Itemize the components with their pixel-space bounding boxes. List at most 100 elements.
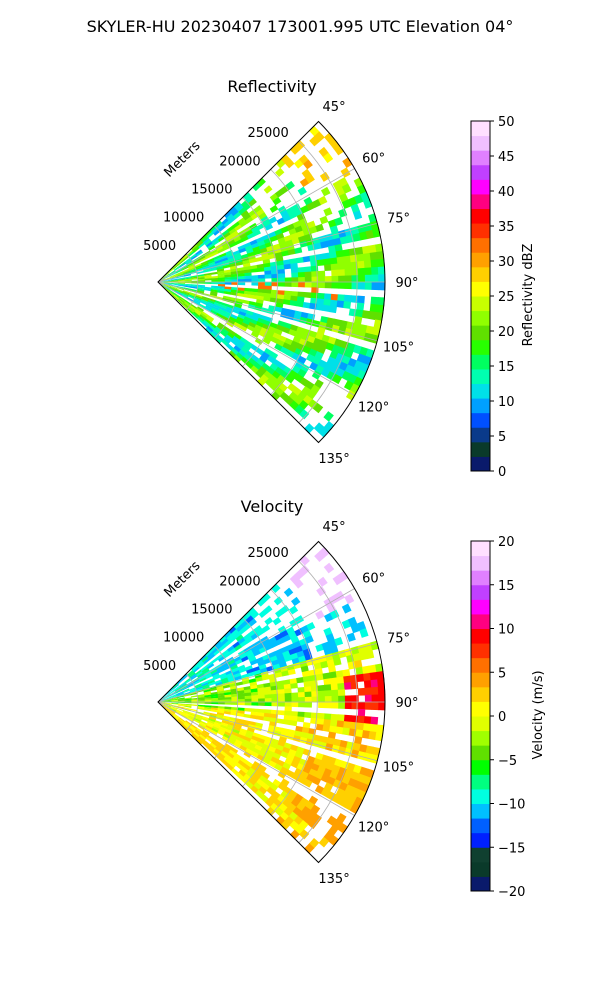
sector-cell [237, 276, 246, 280]
sector-cell [177, 286, 185, 289]
sector-cell [221, 229, 230, 236]
sector-cell [252, 649, 261, 657]
sector-cell [317, 576, 328, 587]
sector-cell [278, 383, 288, 393]
sector-cell [208, 681, 216, 686]
sector-cell [236, 204, 245, 213]
colorbar-segment [471, 427, 490, 443]
sector-cell [221, 759, 229, 767]
sector-cell [233, 306, 242, 312]
sector-cell [171, 702, 179, 705]
sector-cell [256, 778, 265, 787]
sector-cell [230, 292, 238, 296]
sector-cell [197, 284, 206, 287]
sector-cell [357, 708, 366, 717]
sector-cell [336, 720, 345, 728]
angle-tick-label: 90° [395, 276, 418, 291]
sector-cell [283, 654, 293, 662]
sector-cell [177, 273, 185, 277]
sector-cell [255, 236, 265, 244]
sector-cell [216, 245, 224, 252]
sector-cell [326, 737, 335, 746]
sector-cell [220, 724, 228, 730]
sector-cell [229, 241, 237, 248]
sector-cell [331, 744, 341, 754]
sector-cell [207, 243, 215, 250]
sector-cell [257, 597, 266, 607]
sector-cell [331, 282, 339, 289]
sector-cell [195, 249, 203, 256]
sector-cell [229, 316, 237, 323]
sector-cell [275, 167, 285, 178]
sector-cell [299, 829, 310, 840]
sector-cell [183, 694, 192, 697]
sector-cell [204, 696, 212, 699]
sector-cell [245, 730, 254, 736]
sector-cell [201, 297, 209, 302]
sector-cell [257, 288, 265, 294]
sector-cell [277, 273, 286, 279]
sector-cell [170, 693, 178, 698]
sector-cell [256, 358, 265, 367]
sector-cell [282, 299, 291, 306]
sector-cell [251, 282, 259, 286]
sector-cell [303, 159, 313, 170]
sector-cell [168, 710, 174, 716]
sector-cell [230, 747, 239, 754]
sector-cell [341, 183, 352, 194]
sector-cell [221, 217, 229, 226]
sector-cell [352, 764, 363, 775]
sector-cell [227, 721, 236, 727]
sector-cell [364, 282, 373, 290]
sector-cell [164, 282, 172, 285]
sector-cell [210, 729, 218, 736]
sector-cell [315, 253, 324, 261]
sector-cell [164, 284, 172, 287]
sector-cell [377, 686, 386, 696]
sector-cell [224, 694, 232, 698]
sector-cell [294, 730, 303, 738]
sector-cell [242, 319, 251, 326]
sector-cell [290, 144, 301, 155]
sector-cell [178, 259, 185, 266]
sector-cell [204, 278, 212, 281]
sector-cell [185, 678, 192, 684]
sector-cell [280, 820, 291, 831]
sector-cell [317, 270, 326, 277]
sector-cell [323, 411, 334, 422]
sector-cell [253, 782, 262, 791]
sector-cell [216, 334, 224, 342]
sector-cell [253, 249, 262, 256]
sector-cell [179, 262, 187, 268]
sector-cell [220, 302, 229, 307]
sector-cell [187, 669, 194, 676]
sector-cell [196, 670, 204, 677]
sector-cell [247, 727, 255, 733]
sector-cell [304, 702, 312, 708]
sector-cell [306, 201, 316, 211]
sector-cell [269, 322, 278, 329]
sector-cell [204, 239, 212, 246]
sector-cell [272, 197, 282, 206]
sector-cell [376, 671, 385, 681]
sector-cell [199, 722, 207, 727]
sector-cell [226, 726, 234, 732]
sector-cell [200, 720, 208, 726]
sector-cell [341, 355, 351, 366]
sector-cell [283, 263, 292, 270]
sector-cell [273, 596, 283, 606]
sector-cell [253, 362, 262, 371]
sector-cell [238, 731, 247, 737]
sector-cell [294, 347, 304, 357]
sector-cell [294, 360, 304, 370]
sector-cell [164, 703, 172, 705]
sector-cell [237, 217, 246, 225]
sector-cell [361, 310, 371, 319]
colorbar-segment [471, 803, 490, 819]
sector-cell [296, 256, 304, 264]
sector-cell [357, 260, 365, 269]
sector-cell [278, 282, 286, 287]
angle-tick-label: 135° [318, 872, 349, 887]
range-tick-label: 25000 [247, 126, 288, 141]
sector-cell [319, 215, 329, 225]
